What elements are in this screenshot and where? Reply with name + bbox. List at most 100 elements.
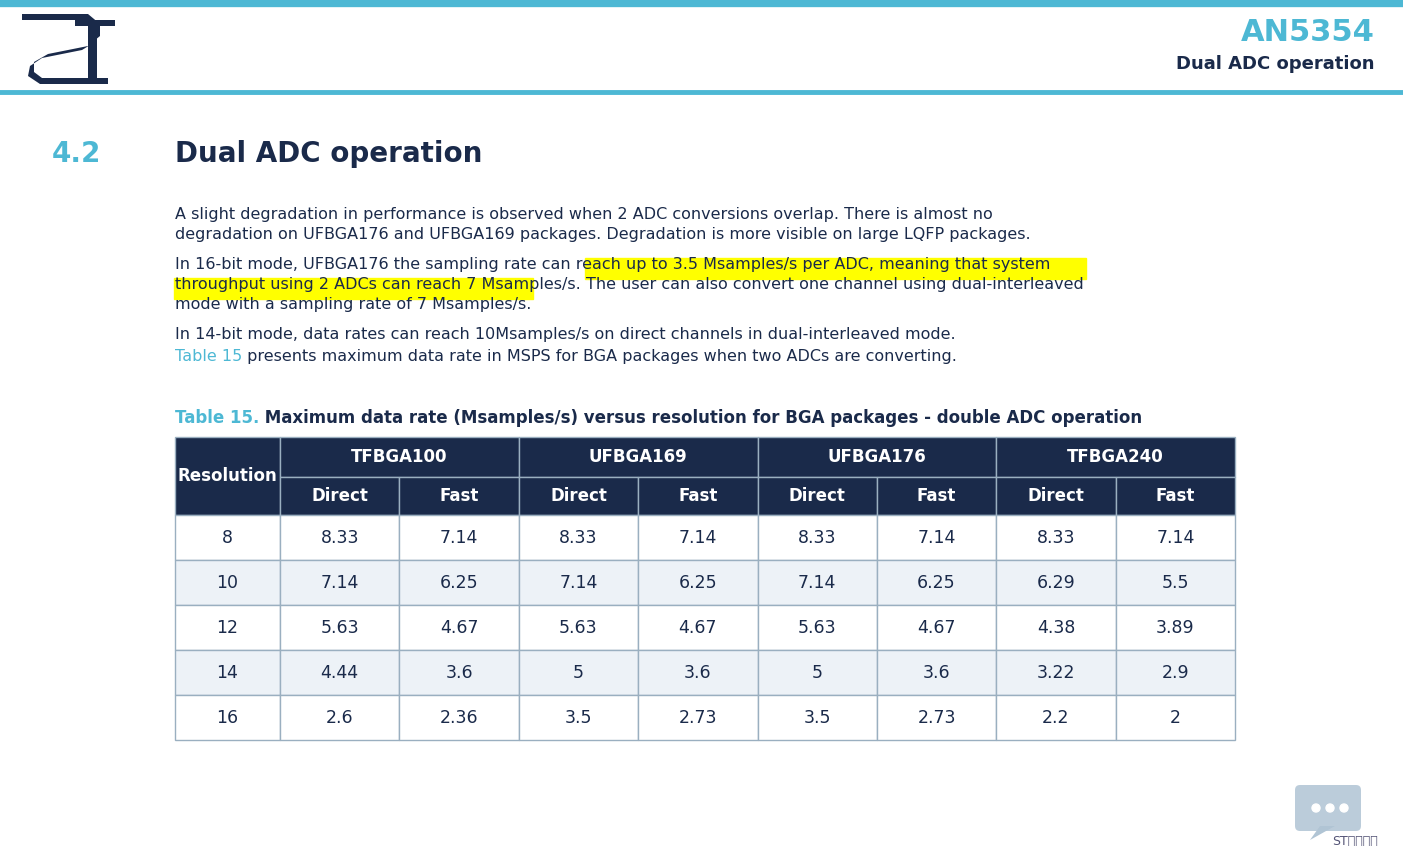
- Text: 6.29: 6.29: [1037, 574, 1075, 591]
- Bar: [877, 695, 996, 740]
- Text: 2.9: 2.9: [1162, 663, 1190, 682]
- Text: 8.33: 8.33: [560, 529, 598, 547]
- Text: 8.33: 8.33: [320, 529, 359, 547]
- Text: 6.25: 6.25: [439, 574, 478, 591]
- Bar: [638, 650, 758, 695]
- Bar: [400, 605, 519, 650]
- Text: 3.6: 3.6: [923, 663, 950, 682]
- Text: Table 15: Table 15: [175, 349, 243, 364]
- Bar: [996, 437, 1235, 477]
- Bar: [638, 695, 758, 740]
- Circle shape: [1340, 804, 1348, 812]
- Bar: [281, 515, 400, 560]
- Bar: [877, 560, 996, 605]
- Bar: [281, 605, 400, 650]
- Bar: [758, 515, 877, 560]
- Bar: [175, 437, 281, 515]
- Text: Dual ADC operation: Dual ADC operation: [175, 140, 483, 168]
- Bar: [281, 650, 400, 695]
- Text: throughput using 2 ADCs can reach 7 Msamples/s.: throughput using 2 ADCs can reach 7 Msam…: [175, 277, 586, 292]
- Text: 2.73: 2.73: [918, 708, 955, 727]
- Bar: [758, 605, 877, 650]
- Text: 3.22: 3.22: [1037, 663, 1075, 682]
- Bar: [519, 477, 638, 515]
- Bar: [996, 477, 1115, 515]
- Bar: [400, 477, 519, 515]
- Bar: [758, 477, 877, 515]
- Bar: [877, 515, 996, 560]
- Text: 7.14: 7.14: [441, 529, 478, 547]
- Bar: [1115, 515, 1235, 560]
- Text: 16: 16: [216, 708, 239, 727]
- Bar: [519, 695, 638, 740]
- Bar: [996, 515, 1115, 560]
- Text: 4.38: 4.38: [1037, 618, 1075, 636]
- Bar: [1115, 650, 1235, 695]
- Bar: [638, 560, 758, 605]
- Bar: [758, 695, 877, 740]
- Text: 5: 5: [572, 663, 584, 682]
- Bar: [638, 477, 758, 515]
- Bar: [400, 695, 519, 740]
- Circle shape: [1326, 804, 1334, 812]
- Text: UFBGA176: UFBGA176: [828, 448, 926, 466]
- Bar: [996, 560, 1115, 605]
- Bar: [400, 560, 519, 605]
- Bar: [519, 515, 638, 560]
- Polygon shape: [1310, 826, 1336, 840]
- Text: 3.89: 3.89: [1156, 618, 1194, 636]
- Text: 12: 12: [216, 618, 239, 636]
- Text: Fast: Fast: [678, 487, 717, 505]
- Bar: [996, 605, 1115, 650]
- Text: Direct: Direct: [788, 487, 846, 505]
- Text: 7.14: 7.14: [798, 574, 836, 591]
- Text: 3.5: 3.5: [804, 708, 831, 727]
- Text: Resolution: Resolution: [178, 467, 278, 485]
- Text: 5.5: 5.5: [1162, 574, 1190, 591]
- Bar: [585, 258, 1086, 279]
- Text: Dual ADC operation: Dual ADC operation: [1177, 55, 1375, 73]
- Bar: [758, 650, 877, 695]
- Bar: [1115, 560, 1235, 605]
- Bar: [877, 605, 996, 650]
- Text: 6.25: 6.25: [679, 574, 717, 591]
- Text: Table 15.: Table 15.: [175, 409, 260, 427]
- Bar: [175, 560, 281, 605]
- Bar: [175, 695, 281, 740]
- Text: 4.67: 4.67: [679, 618, 717, 636]
- Bar: [877, 650, 996, 695]
- Text: Fast: Fast: [439, 487, 478, 505]
- Text: 2.6: 2.6: [325, 708, 354, 727]
- Text: 14: 14: [216, 663, 239, 682]
- Bar: [996, 695, 1115, 740]
- Bar: [519, 605, 638, 650]
- Polygon shape: [74, 20, 115, 84]
- Text: In 14-bit mode, data rates can reach 10Msamples/s on direct channels in dual-int: In 14-bit mode, data rates can reach 10M…: [175, 327, 955, 342]
- Text: Direct: Direct: [311, 487, 368, 505]
- Text: 8.33: 8.33: [1037, 529, 1075, 547]
- Bar: [1115, 695, 1235, 740]
- Bar: [996, 650, 1115, 695]
- Text: 2: 2: [1170, 708, 1181, 727]
- Text: 4.2: 4.2: [52, 140, 101, 168]
- Bar: [175, 650, 281, 695]
- Text: 4.44: 4.44: [321, 663, 359, 682]
- Text: Maximum data rate (Msamples/s) versus resolution for BGA packages - double ADC o: Maximum data rate (Msamples/s) versus re…: [260, 409, 1142, 427]
- Text: 7.14: 7.14: [679, 529, 717, 547]
- Bar: [175, 515, 281, 560]
- Bar: [281, 477, 400, 515]
- FancyBboxPatch shape: [1295, 785, 1361, 831]
- Text: ST中文论坛: ST中文论坛: [1331, 835, 1378, 846]
- Text: Fast: Fast: [918, 487, 957, 505]
- Bar: [281, 560, 400, 605]
- Bar: [174, 278, 533, 299]
- Bar: [519, 560, 638, 605]
- Text: 7.14: 7.14: [560, 574, 598, 591]
- Bar: [519, 650, 638, 695]
- Text: 4.67: 4.67: [439, 618, 478, 636]
- Bar: [1115, 605, 1235, 650]
- Text: 10: 10: [216, 574, 239, 591]
- Text: mode with a sampling rate of 7 Msamples/s.: mode with a sampling rate of 7 Msamples/…: [175, 297, 532, 312]
- Text: UFBGA169: UFBGA169: [589, 448, 687, 466]
- Bar: [638, 605, 758, 650]
